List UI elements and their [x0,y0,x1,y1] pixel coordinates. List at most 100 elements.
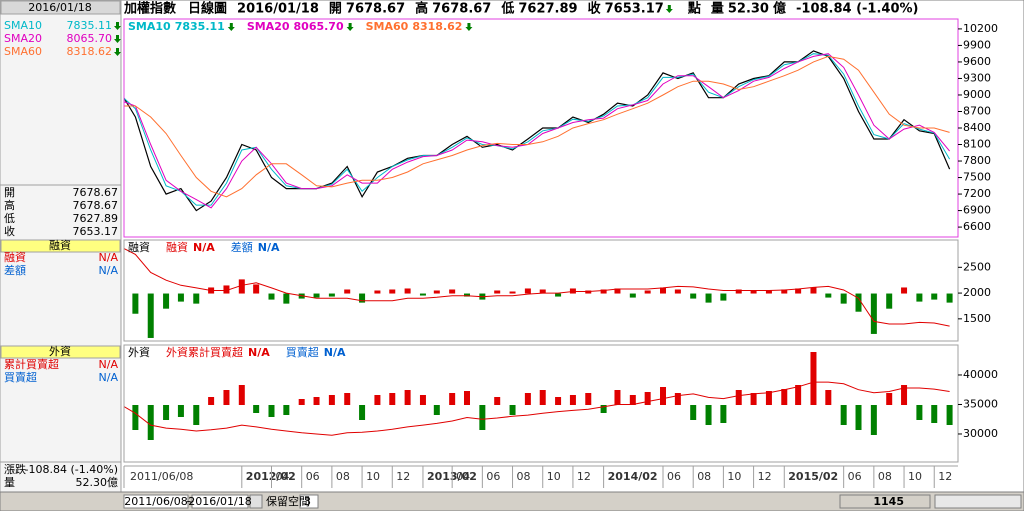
foreign-band [0,345,121,359]
change-bar [253,405,260,413]
header-low: 7627.89 [518,2,577,17]
side-legend-name: SMA60 [4,45,42,58]
change-bar [931,405,938,423]
y-tick-label: 8100 [963,138,991,151]
side-row-value: N/A [99,358,119,371]
y-tick-label: 9300 [963,71,991,84]
down-arrow [114,48,121,56]
change-bar [147,293,154,338]
x-tick-label: 04 [275,470,289,483]
change-bar [177,293,184,302]
to-date[interactable]: 2016/01/18 [188,495,251,508]
side-legend-value: 7835.11 [67,19,113,32]
header-close: 7653.17 [605,2,664,17]
change-bar [855,405,862,430]
change-bar [404,390,411,405]
y-tick-label: 6600 [963,220,991,233]
panel-title: 外資 [128,346,150,359]
side-ohlc-label: 低 [4,212,15,225]
change-bar [433,405,440,415]
change-bar [132,293,139,314]
legend-name: 差額 [231,240,253,254]
change-bar [931,293,938,300]
change-bar [374,290,381,294]
calendar-button[interactable] [249,494,263,509]
change-bar [825,293,832,298]
change-bar [886,293,893,309]
side-ohlc-label: 高 [4,198,15,212]
y-tick-label: 9000 [963,88,991,101]
change-bar [644,290,651,294]
change-bar [163,405,170,420]
legend-value: 7835.11 [175,20,225,33]
legend-name: SMA60 [366,20,409,33]
change-bar [870,405,877,435]
legend-value: N/A [193,241,215,254]
y-tick-label: 2500 [963,260,991,273]
change-bar [690,293,697,299]
y-tick-label: 7500 [963,171,991,184]
to-input[interactable] [191,494,249,509]
change-bar [359,293,366,303]
change-bar [674,393,681,405]
down-arrow [665,5,673,13]
header-period: 日線圖 [188,1,227,17]
y-tick-label: 7200 [963,187,991,200]
change-bar [464,391,471,405]
tool-buttons[interactable] [934,494,1022,509]
side-change-label: 漲跌 [4,462,26,476]
x-tick-label: 08 [697,470,711,483]
sma-line [124,53,951,206]
change-bar [374,395,381,405]
change-bar [419,293,426,296]
down-arrow [465,23,473,31]
y-tick-label: 2000 [963,286,991,299]
change-bar [539,390,546,405]
change-bar [163,293,170,309]
down-arrow [114,35,121,43]
side-row-value: N/A [99,264,119,277]
change-bar [555,293,562,297]
change-bar [765,290,772,294]
change-bar [840,405,847,425]
side-ohlc-value: 7678.67 [73,186,119,199]
side-change-value: -108.84 (-1.40%) [25,463,118,476]
change-bar [328,395,335,405]
change-bar [524,393,531,405]
change-bar [810,352,817,405]
side-row-value: N/A [99,251,119,264]
change-bar [855,293,862,312]
side-legend-name: SMA10 [4,19,42,32]
panel-title: 融資 [128,241,150,254]
change-bar [916,405,923,420]
change-bar [268,405,275,417]
change-bar [313,397,320,405]
y-tick-label: 40000 [963,368,998,381]
y-tick-label: 6900 [963,204,991,217]
change-bar [494,290,501,294]
change-bar [901,287,908,294]
reserve-value[interactable]: 3 [304,495,311,508]
header-high-label: 高 [415,1,428,17]
header-unit: 點 [688,1,701,17]
change-bar [810,287,817,294]
change-bar [600,289,607,294]
change-bar [298,399,305,405]
change-bar [840,293,847,304]
side-ohlc-label: 開 [4,186,15,199]
header-low-label: 低 [500,1,514,17]
change-bar [449,393,456,405]
change-bar [313,293,320,298]
from-input[interactable] [123,494,189,509]
from-date[interactable]: 2011/06/08 [124,495,187,508]
plot-border [123,344,959,463]
change-bar [238,279,245,294]
change-bar [781,389,788,405]
sma-line [124,55,950,198]
header-volume-label: 量 [711,2,724,17]
side-volume-value: 52.30億 [76,476,119,489]
legend-name: 外資累計買賣超 [166,345,243,359]
side-ohlc-label: 收 [4,224,15,238]
reserve-input[interactable] [299,494,319,509]
